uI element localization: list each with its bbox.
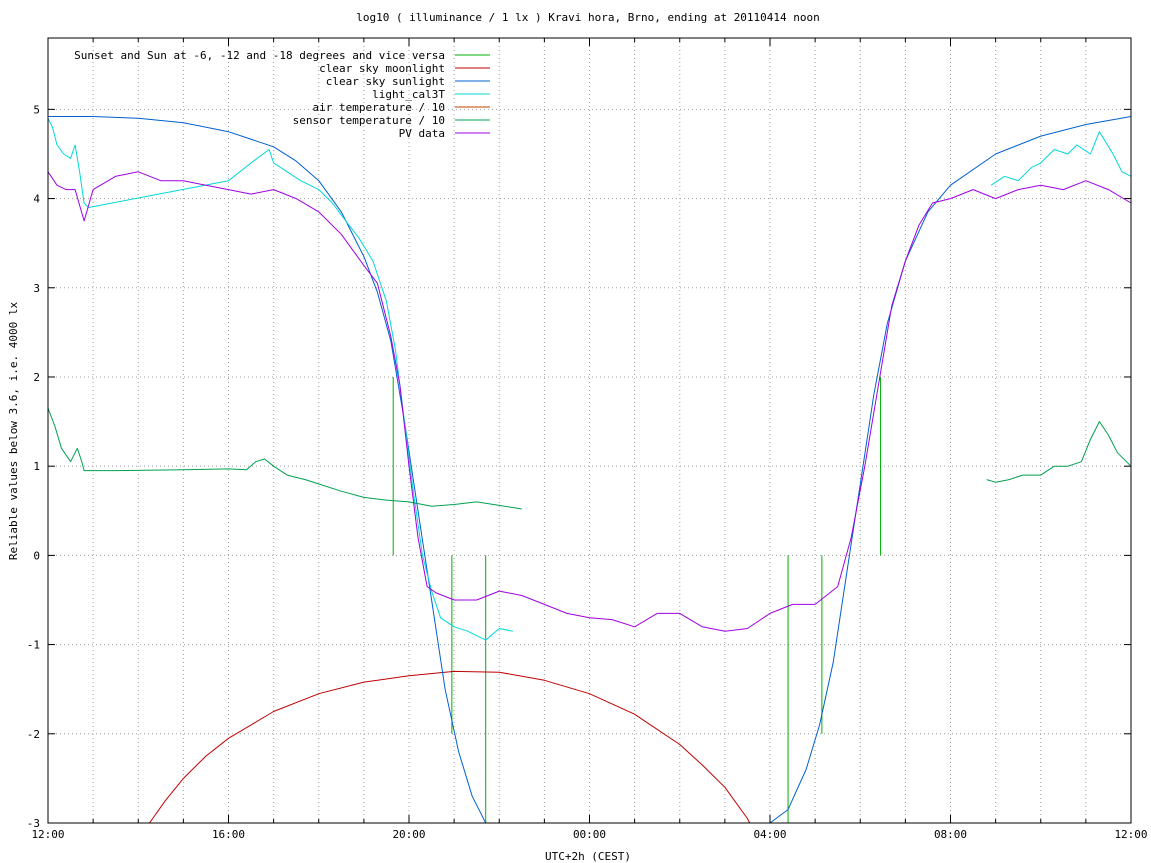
y-tick-label: 0 [33,549,40,562]
plot-frame [47,37,1132,824]
x-tick-label: 00:00 [573,828,606,841]
y-tick-label: -2 [27,728,40,741]
series-line [149,670,751,824]
grid [48,38,1131,823]
legend: Sunset and Sun at -6, -12 and -18 degree… [74,49,490,140]
y-tick-label: 4 [33,193,40,206]
y-tick-label: 5 [33,103,40,116]
x-tick-label: 08:00 [934,828,967,841]
legend-label: PV data [399,127,445,140]
x-tick-label: 12:00 [31,828,64,841]
legend-label: air temperature / 10 [313,101,445,114]
legend-label: clear sky moonlight [319,62,445,75]
x-axis-ticks: 12:00 16:00 20:00 00:00 04:00 08:00 12:00 [31,38,1148,841]
y-axis-ticks: -3 -2 -1 0 1 2 3 4 5 [27,103,1131,830]
x-tick-label: 12:00 [1114,828,1147,841]
x-tick-label: 20:00 [392,828,425,841]
series-clear-sky-sunlight [48,116,1132,824]
series-line [47,408,522,510]
series-light-cal3t [47,118,1132,641]
y-tick-label: -1 [27,639,40,652]
y-tick-label: 2 [33,371,40,384]
series-line [47,171,1132,632]
series-line [986,421,1132,483]
x-tick-label: 16:00 [212,828,245,841]
series-clear-sky-moonlight [149,670,751,824]
series-line [990,131,1132,186]
chart-title: log10 ( illuminance / 1 lx ) Kravi hora,… [356,11,820,24]
x-axis-label: UTC+2h (CEST) [545,850,631,863]
series-line [48,116,487,824]
series-line [47,118,513,641]
series-sensor-temperature-10 [47,408,1132,510]
x-tick-label: 04:00 [753,828,786,841]
legend-label: Sunset and Sun at -6, -12 and -18 degree… [74,49,445,62]
series-sunset-and-sun-at-6-12-and-18-degrees-and-vice-versa [392,376,882,823]
y-tick-label: 3 [33,282,40,295]
y-axis-label: Reliable values below 3.6, i.e. 4000 lx [7,301,20,560]
legend-label: sensor temperature / 10 [293,114,445,127]
series-line [769,116,1132,824]
series-pv-data [47,171,1132,632]
y-tick-label: -3 [27,817,40,830]
legend-label: clear sky sunlight [326,75,445,88]
series [47,116,1132,824]
legend-label: light_cal3T [372,88,445,101]
y-tick-label: 1 [33,460,40,473]
